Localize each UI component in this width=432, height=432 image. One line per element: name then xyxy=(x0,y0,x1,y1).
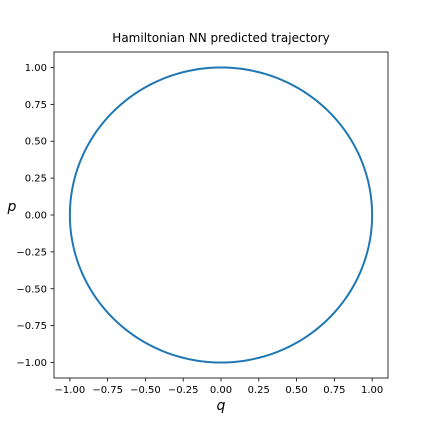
plot-frame xyxy=(53,51,389,379)
x-tick-label: 0.25 xyxy=(248,385,270,396)
chart-title: Hamiltonian NN predicted trajectory xyxy=(112,31,329,45)
y-axis-label: p xyxy=(7,199,17,215)
x-tick-label: −0.75 xyxy=(92,385,123,396)
trajectory-line xyxy=(68,66,374,364)
y-tick-label: 0.25 xyxy=(25,174,47,185)
x-tick-label: 0.75 xyxy=(323,385,345,396)
y-tick-label: 0.00 xyxy=(25,211,47,222)
x-tick-label: 0.50 xyxy=(285,385,307,396)
y-tick-label: 0.75 xyxy=(25,100,47,111)
x-tick-label: 0.00 xyxy=(210,385,232,396)
x-tick-label: 1.00 xyxy=(361,385,383,396)
x-axis-ticks: −1.00 −0.75 −0.50 −0.25 0.00 0.25 0.50 0.75 1.00 xyxy=(55,378,383,396)
x-tick-label: −0.25 xyxy=(168,385,199,396)
x-tick-label: −0.50 xyxy=(130,385,161,396)
y-tick-label: −0.75 xyxy=(16,321,47,332)
x-tick-label: −1.00 xyxy=(55,385,86,396)
y-tick-label: −0.25 xyxy=(16,247,47,258)
y-tick-label: −1.00 xyxy=(16,358,47,369)
x-axis-label: q xyxy=(217,398,226,414)
series-layer xyxy=(68,66,374,364)
y-tick-label: 1.00 xyxy=(25,63,47,74)
y-tick-label: 0.50 xyxy=(25,137,47,148)
y-axis-ticks: 1.00 0.75 0.50 0.25 0.00 −0.25 −0.50 −0.75 −1.00 xyxy=(16,63,54,369)
y-tick-label: −0.50 xyxy=(16,284,47,295)
plot-area xyxy=(54,52,388,378)
